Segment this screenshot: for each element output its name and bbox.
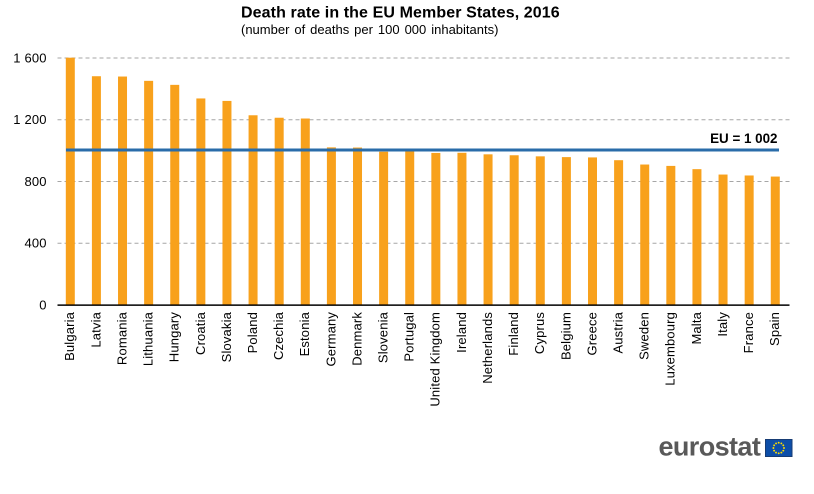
svg-text:Poland: Poland (245, 312, 260, 353)
svg-text:Slovenia: Slovenia (376, 311, 391, 363)
svg-text:Belgium: Belgium (558, 312, 573, 360)
svg-text:1 600: 1 600 (13, 50, 46, 65)
svg-text:Portugal: Portugal (402, 312, 417, 362)
svg-text:Bulgaria: Bulgaria (62, 311, 77, 361)
svg-text:Hungary: Hungary (167, 312, 182, 363)
svg-text:Spain: Spain (767, 312, 782, 346)
svg-text:Romania: Romania (114, 311, 129, 365)
svg-text:Italy: Italy (715, 312, 730, 337)
svg-text:Czechia: Czechia (271, 311, 286, 360)
svg-text:Germany: Germany (323, 312, 338, 367)
svg-text:Cyprus: Cyprus (532, 312, 547, 354)
svg-text:Malta: Malta (689, 311, 704, 344)
svg-text:Netherlands: Netherlands (480, 312, 495, 384)
svg-text:(number of deaths per 100 000: (number of deaths per 100 000 inhabitant… (241, 22, 498, 37)
svg-text:Slovakia: Slovakia (219, 311, 234, 362)
svg-text:eurostat: eurostat (659, 432, 761, 462)
svg-text:Death rate in the EU Member St: Death rate in the EU Member States, 2016 (241, 5, 560, 22)
svg-text:Croatia: Croatia (193, 311, 208, 355)
svg-text:Finland: Finland (506, 312, 521, 356)
svg-text:Lithuania: Lithuania (141, 311, 156, 366)
svg-text:0: 0 (39, 297, 46, 312)
svg-text:EU = 1 002: EU = 1 002 (710, 131, 777, 146)
svg-text:400: 400 (24, 236, 46, 251)
svg-text:1 200: 1 200 (13, 112, 46, 127)
svg-text:800: 800 (24, 174, 46, 189)
svg-text:Austria: Austria (611, 311, 626, 353)
svg-text:Sweden: Sweden (637, 312, 652, 360)
svg-text:Greece: Greece (584, 312, 599, 356)
svg-text:Ireland: Ireland (454, 312, 469, 353)
svg-text:Estonia: Estonia (297, 311, 312, 356)
svg-text:United Kingdom: United Kingdom (428, 312, 443, 407)
svg-text:Denmark: Denmark (349, 312, 364, 366)
svg-text:France: France (741, 312, 756, 353)
svg-text:Latvia: Latvia (88, 311, 103, 347)
svg-text:Luxembourg: Luxembourg (663, 312, 678, 386)
